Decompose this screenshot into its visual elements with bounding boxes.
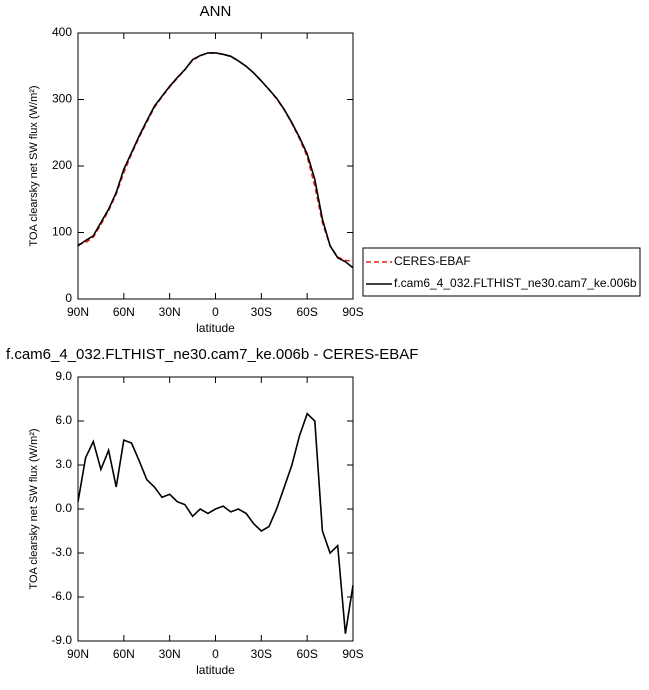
y-tick-label: 6.0 [55, 413, 72, 427]
x-tick-label: 0 [212, 305, 219, 319]
y-tick-label: 200 [52, 158, 72, 172]
x-axis-label: latitude [196, 321, 235, 335]
x-tick-label: 30N [159, 647, 181, 661]
x-tick-label: 30N [159, 305, 181, 319]
plot-frame [77, 32, 354, 300]
x-tick-label: 30S [251, 647, 272, 661]
y-axis-label: TOA clearsky net SW flux (W/m²) [28, 85, 40, 246]
x-tick-label: 90S [342, 305, 363, 319]
data-line [77, 52, 354, 269]
legend-label: CERES-EBAF [394, 254, 471, 268]
x-tick-label: 30S [251, 305, 272, 319]
data-line [77, 52, 354, 262]
chart-title: ANN [200, 3, 232, 20]
x-tick-label: 60S [296, 647, 317, 661]
legend-label: f.cam6_4_032.FLTHIST_ne30.cam7_ke.006b [394, 276, 637, 290]
data-line [77, 412, 354, 634]
x-tick-label: 0 [212, 647, 219, 661]
y-tick-label: 100 [52, 225, 72, 239]
x-tick-label: 60N [113, 305, 135, 319]
y-tick-label: 300 [52, 92, 72, 106]
x-tick-label: 90N [67, 647, 89, 661]
y-tick-label: 3.0 [55, 457, 72, 471]
y-tick-label: 9.0 [55, 369, 72, 383]
y-tick-label: -3.0 [51, 545, 72, 559]
y-tick-label: -6.0 [51, 589, 72, 603]
plot-frame [77, 376, 354, 642]
y-tick-label: 400 [52, 25, 72, 39]
x-axis-label: latitude [196, 663, 235, 677]
x-tick-label: 90S [342, 647, 363, 661]
y-tick-label: 0 [65, 291, 72, 305]
chart-title: f.cam6_4_032.FLTHIST_ne30.cam7_ke.006b -… [6, 346, 418, 363]
x-tick-label: 90N [67, 305, 89, 319]
legend-box [362, 247, 641, 297]
x-tick-label: 60N [113, 647, 135, 661]
y-axis-label: TOA clearsky net SW flux (W/m²) [28, 428, 40, 589]
x-tick-label: 60S [296, 305, 317, 319]
y-tick-label: 0.0 [55, 501, 72, 515]
y-tick-label: -9.0 [51, 633, 72, 647]
